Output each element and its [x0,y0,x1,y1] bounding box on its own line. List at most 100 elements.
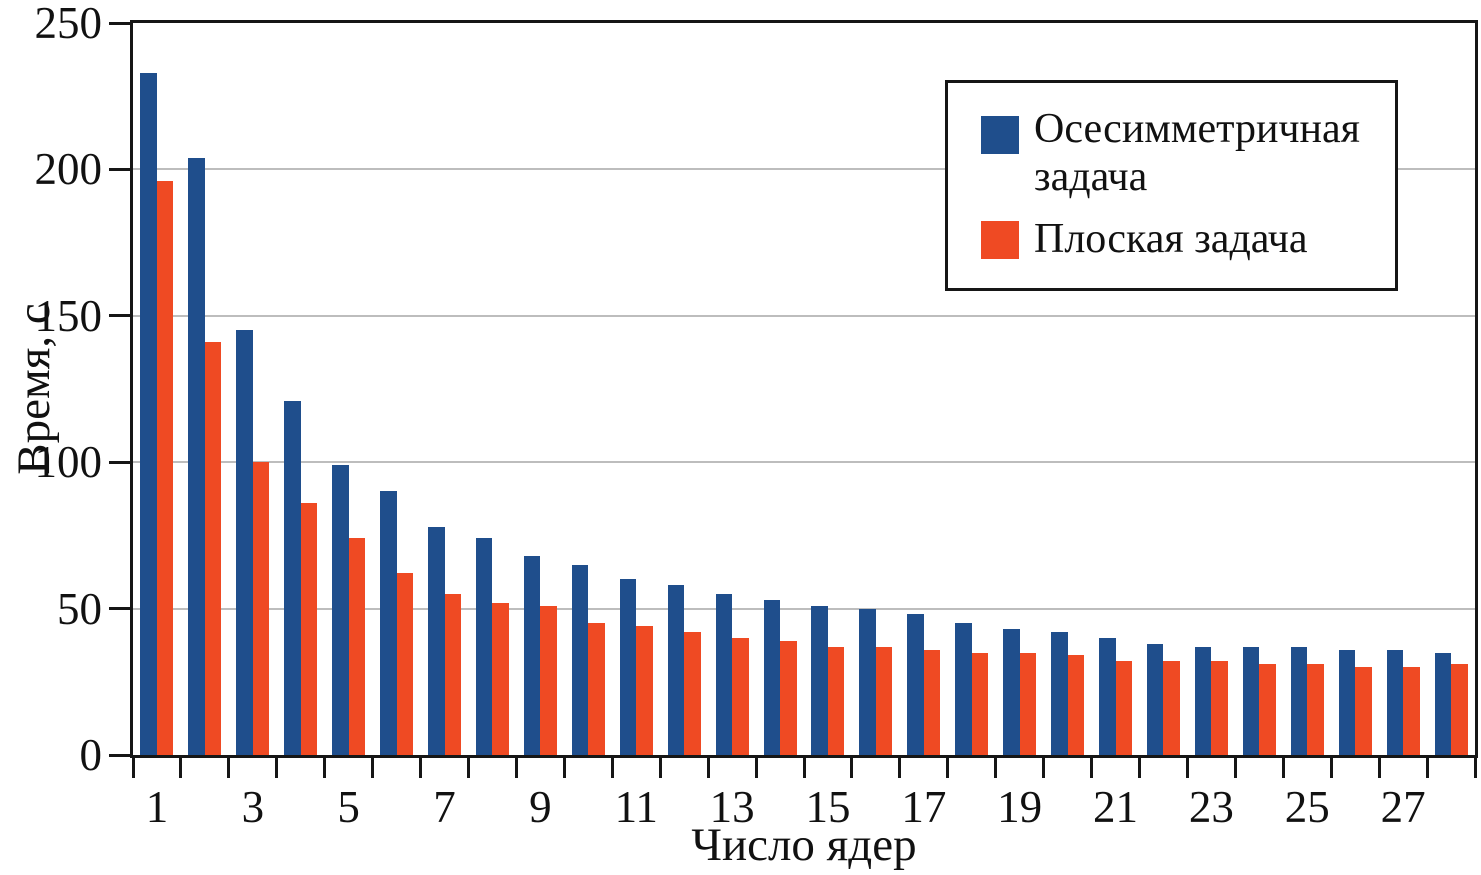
bar-series-2-x-4 [300,503,318,755]
x-tick-1 [179,758,183,778]
x-tick-label-27: 27 [1380,782,1426,832]
legend-label-axisymmetric: Осесимметричная задача [1034,106,1360,200]
bar-series-1-x-21 [1099,637,1116,755]
x-tick-label-1: 1 [145,782,169,832]
x-tick-18 [994,758,998,778]
bar-series-2-x-3 [252,462,270,755]
x-tick-13 [754,758,758,778]
bar-series-2-x-6 [396,573,414,755]
x-tick-label-9: 9 [529,782,552,832]
x-tick-12 [706,758,710,778]
x-tick-10 [610,758,614,778]
x-tick-27 [1425,758,1429,778]
bar-series-2-x-14 [780,640,797,755]
gridline-50 [133,607,1475,610]
y-tick-250 [109,21,130,25]
x-tick-21 [1138,758,1141,778]
bar-series-2-x-22 [1163,661,1180,755]
bar-series-2-x-26 [1355,667,1372,755]
bar-series-2-x-20 [1067,655,1085,755]
bar-series-1-x-5 [332,465,349,755]
bar-series-2-x-25 [1307,664,1324,755]
y-tick-label-50: 50 [57,583,102,634]
y-axis-title: Время, с [8,303,60,475]
x-tick-3 [275,758,279,778]
bar-series-1-x-6 [380,491,397,755]
bar-series-2-x-7 [444,593,462,755]
x-tick-24 [1281,758,1285,778]
bar-series-1-x-27 [1386,649,1404,755]
bar-series-1-x-13 [715,593,733,755]
x-tick-label-17: 17 [901,782,947,832]
bar-series-2-x-1 [156,181,174,755]
bar-series-1-x-10 [571,564,589,755]
x-tick-7 [467,758,470,778]
x-tick-label-3: 3 [241,782,265,832]
y-tick-50 [109,607,130,611]
bar-series-1-x-28 [1434,652,1452,755]
x-tick-14 [802,758,806,778]
bar-series-2-x-2 [204,342,222,755]
x-tick-label-11: 11 [614,782,658,832]
bar-series-1-x-11 [619,579,637,755]
y-tick-label-0: 0 [79,730,103,780]
bar-series-2-x-18 [971,652,989,755]
x-tick-4 [323,758,327,778]
bar-series-1-x-18 [955,623,972,755]
x-tick-26 [1377,758,1381,778]
x-tick-label-15: 15 [805,782,851,832]
bar-series-1-x-14 [763,599,781,755]
bar-series-1-x-20 [1051,632,1068,755]
bar-series-1-x-23 [1194,646,1212,755]
x-tick-22 [1185,758,1189,778]
x-tick-label-23: 23 [1188,782,1234,832]
x-tick-6 [419,758,423,778]
bar-series-1-x-3 [236,330,253,755]
bar-series-2-x-17 [923,649,941,755]
x-tick-23 [1233,758,1237,778]
bar-series-2-x-5 [348,538,366,755]
bar-series-1-x-1 [140,72,157,755]
x-tick-17 [946,758,950,778]
bar-series-2-x-13 [732,637,749,755]
bar-series-1-x-9 [523,555,541,755]
y-tick-label-200: 200 [34,144,103,195]
legend-swatch-axisymmetric [981,116,1019,154]
gridline-200 [133,168,1475,171]
bar-series-2-x-28 [1451,664,1468,755]
bar-series-2-x-9 [540,605,557,755]
bar-series-2-x-27 [1403,667,1420,755]
x-tick-11 [658,758,662,778]
x-tick-label-25: 25 [1284,782,1330,832]
x-tick-0 [131,758,135,778]
bar-series-2-x-8 [492,602,509,755]
x-tick-2 [227,758,231,778]
legend-label-flat: Плоская задача [1034,216,1308,262]
bar-series-1-x-19 [1003,629,1020,755]
bar-series-2-x-15 [827,646,845,755]
x-tick-20 [1090,758,1094,778]
bar-series-2-x-11 [636,626,653,755]
x-tick-28 [1473,758,1477,778]
x-tick-9 [562,758,566,778]
x-tick-25 [1329,758,1333,778]
x-tick-5 [371,758,375,778]
y-tick-label-250: 250 [34,0,103,48]
gridline-100 [133,461,1475,464]
x-tick-label-7: 7 [433,782,456,832]
bar-series-1-x-26 [1338,649,1356,755]
y-tick-100 [109,460,130,464]
x-tick-16 [898,758,902,778]
bar-series-1-x-16 [859,608,876,755]
bar-series-2-x-23 [1211,661,1228,755]
bar-series-1-x-8 [475,538,493,755]
bar-series-1-x-2 [188,157,205,755]
bar-series-1-x-7 [428,526,445,755]
bar-series-1-x-25 [1290,646,1308,755]
bar-series-1-x-17 [907,614,924,755]
x-tick-19 [1042,758,1046,778]
bar-series-2-x-16 [875,646,893,755]
bar-series-1-x-4 [284,400,301,755]
bar-series-2-x-21 [1115,661,1133,755]
